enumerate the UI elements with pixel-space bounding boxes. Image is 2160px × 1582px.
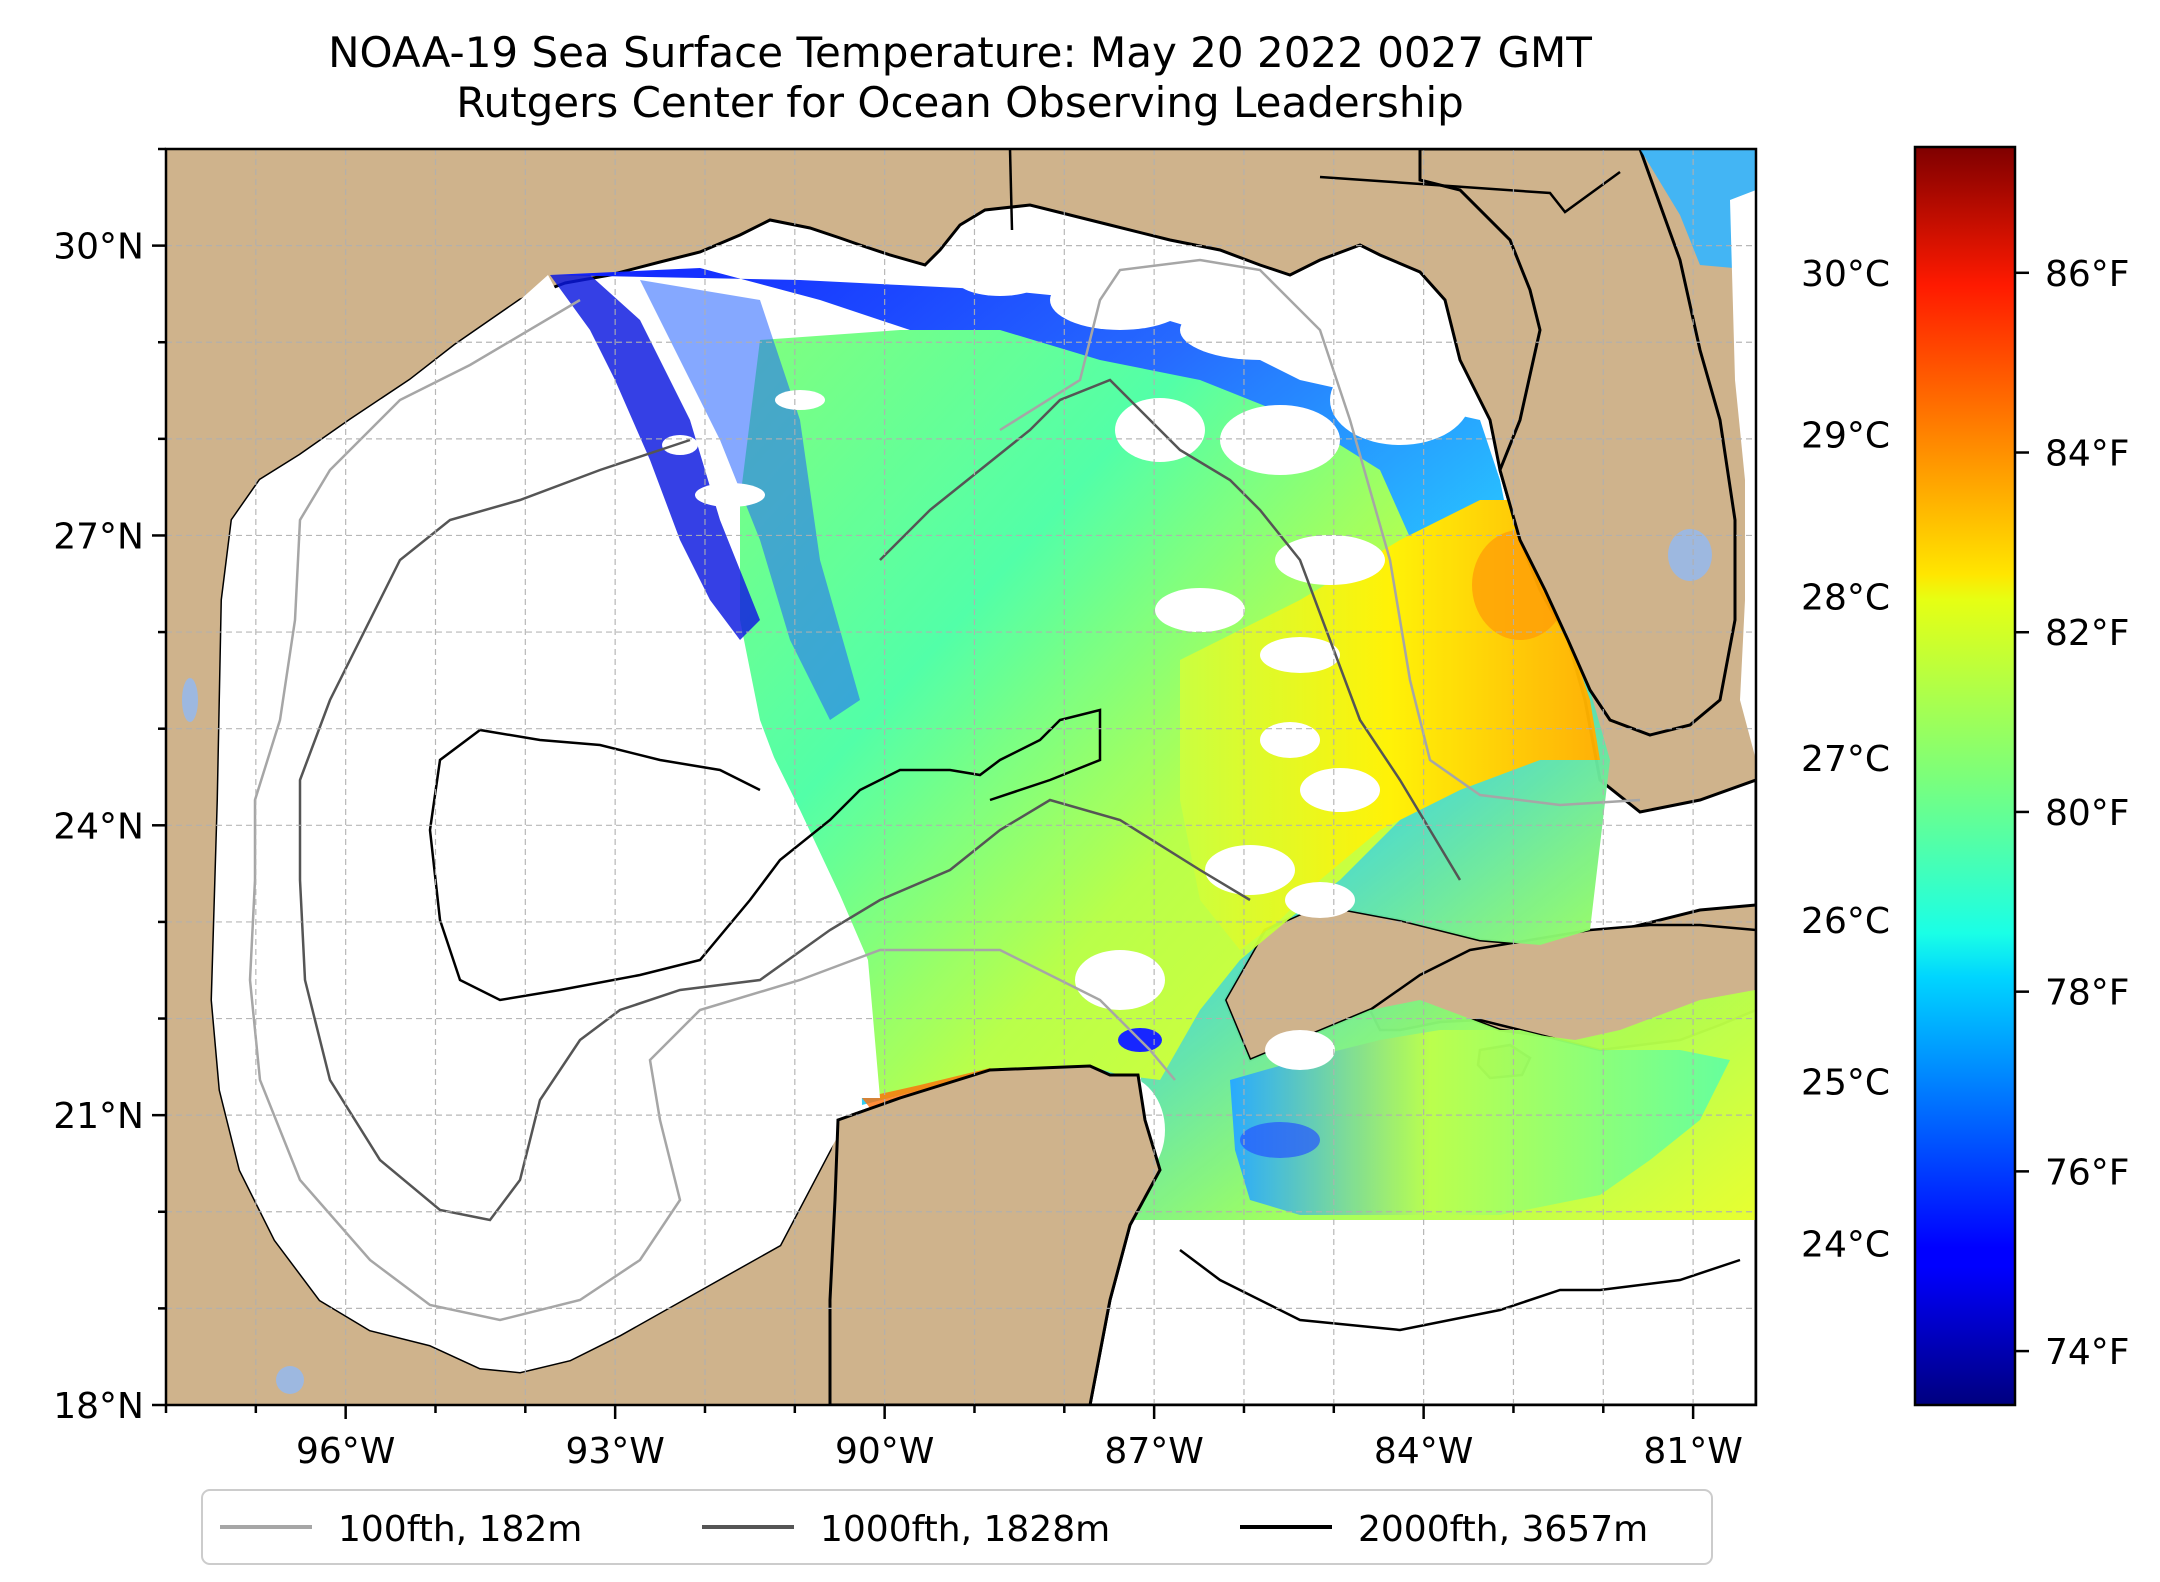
- atlantic-strip: [1640, 149, 1756, 270]
- swath-no-data-west: [212, 275, 880, 1372]
- colorbar-f-label: 78°F: [2045, 973, 2130, 1014]
- colorbar-c-label: 27°C: [1801, 739, 1890, 780]
- gridlines: [166, 149, 1756, 1405]
- legend-label-1000fth: 1000fth, 1828m: [820, 1509, 1110, 1550]
- map-area: 96°W 93°W 90°W 87°W 84°W 81°W 30°N 27°N 24°N 21°N…: [53, 147, 1758, 1472]
- colorbar-c-label: 26°C: [1801, 901, 1890, 942]
- colorbar-f-label: 76°F: [2045, 1152, 2130, 1193]
- colorbar-f-label: 80°F: [2045, 793, 2130, 834]
- yucatan: [828, 1064, 1162, 1405]
- colorbar-gradient: [1915, 147, 2015, 1405]
- contour-100fth: [248, 258, 1641, 1322]
- legend-label-2000fth: 2000fth, 3657m: [1358, 1509, 1648, 1550]
- colorbar-frame: [1913, 145, 2017, 1407]
- colorbar-c-label: 24°C: [1801, 1224, 1890, 1265]
- legend-label-100fth: 100fth, 182m: [338, 1509, 582, 1550]
- map-ticks: 96°W 93°W 90°W 87°W 84°W 81°W 30°N 27°N 24°N 21°N…: [53, 147, 1743, 1472]
- colorbar-f-label: 74°F: [2045, 1332, 2130, 1373]
- colorbar-c-label: 28°C: [1801, 577, 1890, 618]
- lat-tick-label: 24°N: [53, 806, 144, 847]
- chart-title: NOAA-19 Sea Surface Temperature: May 20 …: [328, 28, 1592, 77]
- contour-2000fth: [428, 708, 1741, 1332]
- lat-tick-label: 30°N: [53, 227, 144, 268]
- colorbar-f-label: 82°F: [2045, 613, 2130, 654]
- depth-contours: [248, 258, 1741, 1332]
- lat-tick-label: 21°N: [53, 1096, 144, 1137]
- lake-okeechobee: [1668, 529, 1712, 581]
- colorbar: 86°F 84°F 82°F 80°F 78°F 76°F 74°F 30°C 29°C 28°C…: [1801, 145, 2130, 1407]
- colorbar-f-label: 86°F: [2045, 254, 2130, 295]
- lon-tick-label: 84°W: [1374, 1431, 1473, 1472]
- lon-tick-label: 96°W: [296, 1431, 395, 1472]
- colorbar-c-label: 29°C: [1801, 416, 1890, 457]
- lon-tick-label: 90°W: [835, 1431, 934, 1472]
- legend: 100fth, 182m 1000fth, 1828m 2000fth, 365…: [201, 1489, 1713, 1565]
- lon-tick-label: 87°W: [1104, 1431, 1203, 1472]
- lat-tick-label: 18°N: [53, 1386, 144, 1427]
- lon-tick-label: 81°W: [1643, 1431, 1742, 1472]
- legend-box: [201, 1489, 1713, 1565]
- colorbar-f-label: 84°F: [2045, 434, 2130, 475]
- colorbar-c-label: 25°C: [1801, 1063, 1890, 1104]
- chart-subtitle: Rutgers Center for Ocean Observing Leade…: [456, 78, 1464, 127]
- lat-tick-label: 27°N: [53, 516, 144, 557]
- colorbar-c-label: 30°C: [1801, 254, 1890, 295]
- map-frame: [164, 147, 1758, 1407]
- lon-tick-label: 93°W: [565, 1431, 664, 1472]
